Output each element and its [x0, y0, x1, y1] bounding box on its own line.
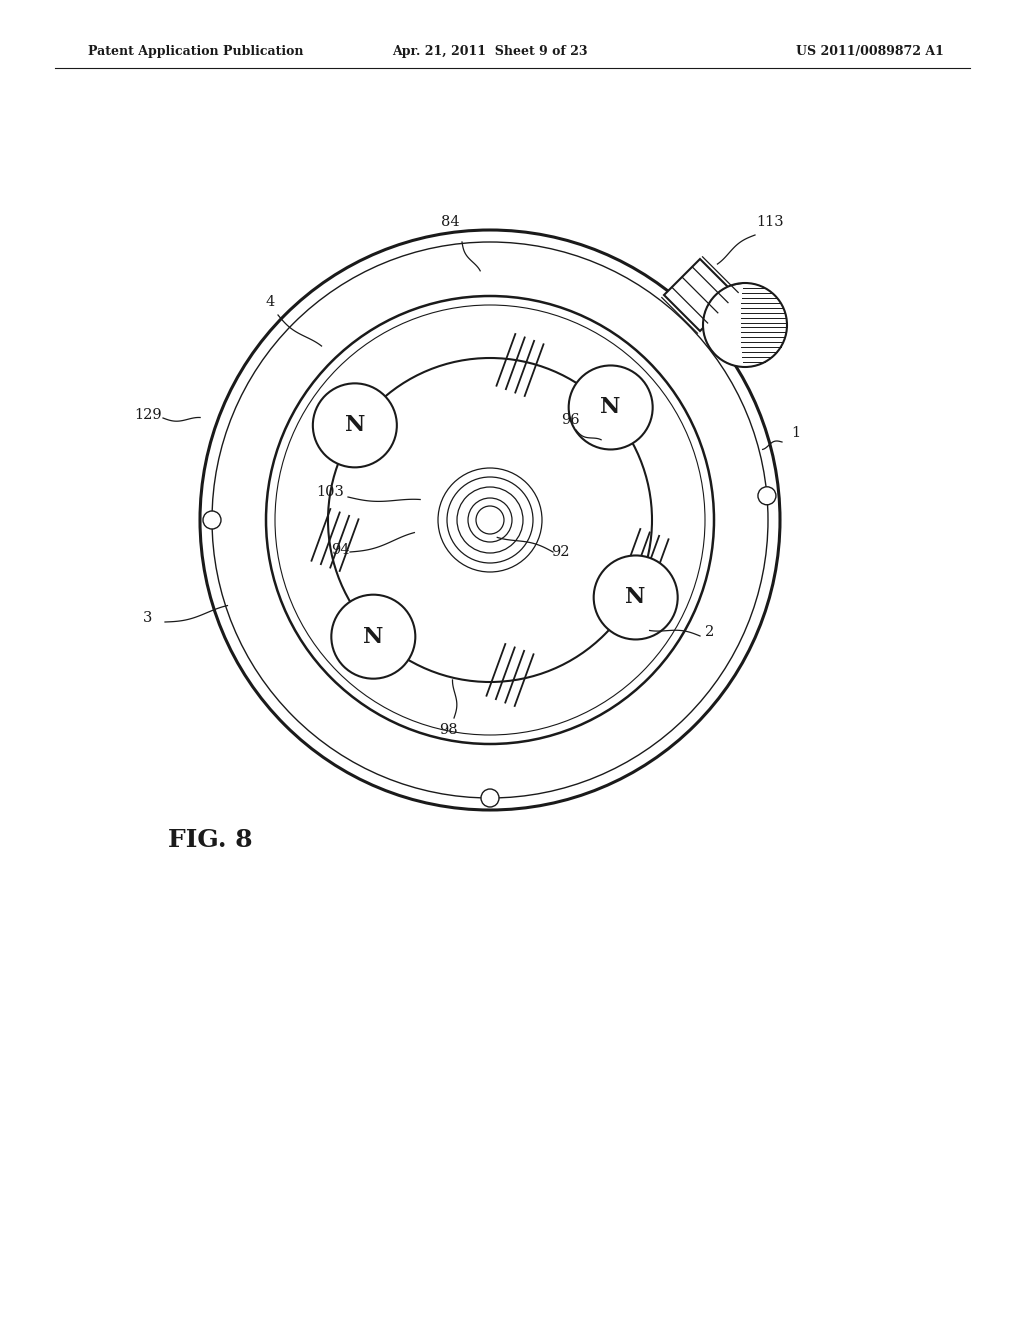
Text: FIG. 8: FIG. 8	[168, 828, 252, 851]
Circle shape	[468, 498, 512, 543]
Text: N: N	[364, 626, 384, 648]
Text: 1: 1	[792, 426, 801, 440]
Circle shape	[594, 556, 678, 639]
Text: 98: 98	[438, 723, 458, 737]
Circle shape	[275, 305, 705, 735]
Circle shape	[203, 511, 221, 529]
Text: 94: 94	[331, 543, 349, 557]
Text: N: N	[345, 414, 365, 437]
Circle shape	[476, 506, 504, 535]
Circle shape	[703, 282, 787, 367]
Text: 84: 84	[440, 215, 460, 228]
Circle shape	[212, 242, 768, 799]
Text: 129: 129	[134, 408, 162, 422]
Text: US 2011/0089872 A1: US 2011/0089872 A1	[796, 45, 944, 58]
Text: Apr. 21, 2011  Sheet 9 of 23: Apr. 21, 2011 Sheet 9 of 23	[392, 45, 588, 58]
Circle shape	[447, 477, 534, 564]
Circle shape	[568, 366, 652, 450]
Circle shape	[200, 230, 780, 810]
Text: 96: 96	[561, 413, 580, 426]
Polygon shape	[664, 259, 736, 331]
Text: 2: 2	[706, 624, 715, 639]
Text: 103: 103	[316, 484, 344, 499]
Text: N: N	[600, 396, 621, 418]
Circle shape	[457, 487, 523, 553]
Circle shape	[481, 789, 499, 807]
Circle shape	[438, 469, 542, 572]
Text: Patent Application Publication: Patent Application Publication	[88, 45, 303, 58]
Circle shape	[758, 487, 776, 504]
Text: 113: 113	[756, 215, 783, 228]
Text: 3: 3	[143, 611, 153, 624]
Circle shape	[328, 358, 652, 682]
Circle shape	[332, 595, 416, 678]
Text: N: N	[626, 586, 646, 609]
Text: 92: 92	[551, 545, 569, 558]
Circle shape	[266, 296, 714, 744]
Text: 4: 4	[265, 294, 274, 309]
Circle shape	[313, 383, 397, 467]
